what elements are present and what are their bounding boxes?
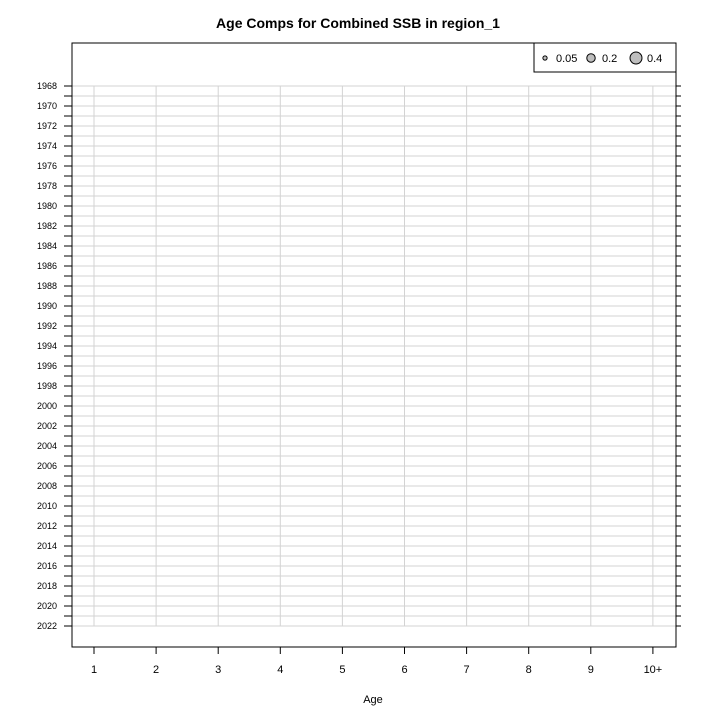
y-tick-label-1980: 1980: [37, 201, 57, 211]
legend-bubble-0.2: [586, 53, 596, 63]
x-tick-label-5: 5: [339, 664, 345, 676]
y-tick-label-1996: 1996: [37, 361, 57, 371]
legend-label-0.05: 0.05: [556, 53, 577, 65]
y-tick-label-2020: 2020: [37, 601, 57, 611]
y-tick-label-1982: 1982: [37, 221, 57, 231]
legend: 0.05 0.2 0.4: [533, 42, 677, 73]
y-tick-label-2008: 2008: [37, 481, 57, 491]
x-tick-label-10+: 10+: [644, 664, 663, 676]
legend-label-0.2: 0.2: [602, 53, 617, 65]
legend-label-0.4: 0.4: [647, 53, 662, 65]
y-tick-label-2014: 2014: [37, 541, 57, 551]
y-tick-label-2010: 2010: [37, 501, 57, 511]
y-tick-label-1976: 1976: [37, 161, 57, 171]
y-tick-label-1968: 1968: [37, 81, 57, 91]
x-axis: 1 2 3 4 5 6 7 8 9 10+: [91, 647, 662, 676]
x-axis-title: Age: [363, 694, 383, 706]
x-tick-label-3: 3: [215, 664, 221, 676]
y-tick-label-1978: 1978: [37, 181, 57, 191]
grid-layer: [72, 85, 676, 627]
y-tick-label-2016: 2016: [37, 561, 57, 571]
y-tick-label-2004: 2004: [37, 441, 57, 451]
x-tick-label-9: 9: [588, 664, 594, 676]
plot-frame: [71, 42, 677, 648]
legend-box: [533, 42, 677, 73]
y-tick-label-2012: 2012: [37, 521, 57, 531]
x-tick-label-7: 7: [464, 664, 470, 676]
y-tick-label-1988: 1988: [37, 281, 57, 291]
x-tick-label-2: 2: [153, 664, 159, 676]
legend-bubble-0.4: [629, 51, 643, 65]
chart-title: Age Comps for Combined SSB in region_1: [216, 15, 500, 31]
y-tick-label-2018: 2018: [37, 581, 57, 591]
y-tick-label-1972: 1972: [37, 121, 57, 131]
y-tick-label-2002: 2002: [37, 421, 57, 431]
legend-bubble-0.05: [542, 55, 548, 61]
y-tick-label-1990: 1990: [37, 301, 57, 311]
y-tick-label-1974: 1974: [37, 141, 57, 151]
y-tick-label-1984: 1984: [37, 241, 57, 251]
x-tick-label-1: 1: [91, 664, 97, 676]
y-tick-label-1998: 1998: [37, 381, 57, 391]
x-tick-label-6: 6: [401, 664, 407, 676]
x-tick-label-8: 8: [526, 664, 532, 676]
y-tick-label-1992: 1992: [37, 321, 57, 331]
y-tick-label-2006: 2006: [37, 461, 57, 471]
y-tick-label-1994: 1994: [37, 341, 57, 351]
y-tick-label-1986: 1986: [37, 261, 57, 271]
y-tick-label-2000: 2000: [37, 401, 57, 411]
y-tick-label-1970: 1970: [37, 101, 57, 111]
y-tick-label-2022: 2022: [37, 621, 57, 631]
y-axis: 1968 1970 1972 1974 1976 1978 1980 1982 1984 1986…: [37, 81, 681, 631]
x-tick-label-4: 4: [277, 664, 283, 676]
